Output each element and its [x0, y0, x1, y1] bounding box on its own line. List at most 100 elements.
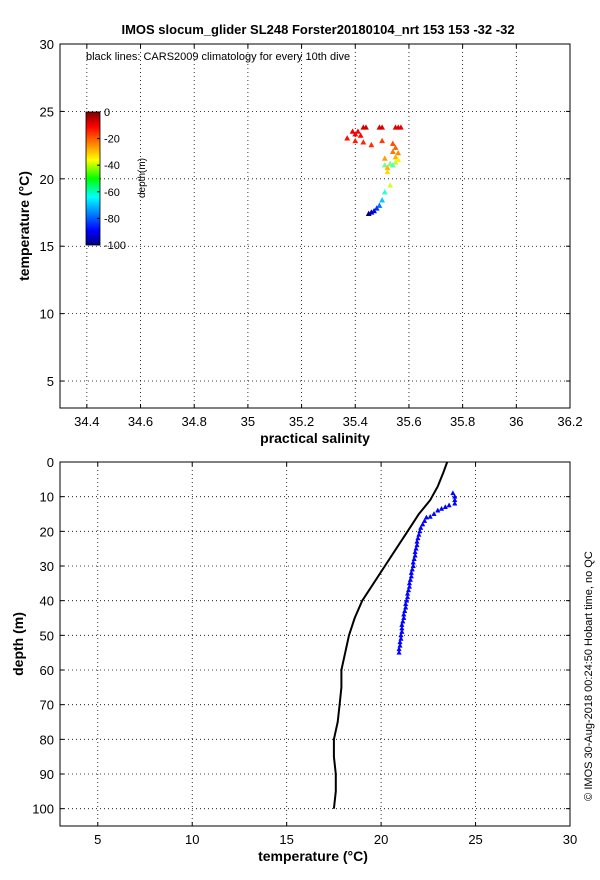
ts-x-tick-label: 35 [241, 414, 255, 429]
ts-point [360, 139, 367, 145]
ts-point [365, 210, 372, 216]
ts-point [384, 168, 391, 175]
profile-point [402, 608, 408, 614]
profile-point [414, 542, 420, 548]
profile-y-tick-label: 60 [40, 663, 54, 678]
colorbar-ticks: 0 -20 -40 -60 -80 -100 [97, 107, 126, 252]
profile-x-tick-label: 5 [94, 832, 101, 847]
profile-point [404, 594, 411, 600]
profile-y-ticks: 0 10 20 30 40 50 60 70 80 90 100 [32, 455, 570, 817]
profile-x-tick-label: 15 [279, 832, 293, 847]
colorbar-label: depth(m) [137, 158, 148, 198]
ts-point [355, 128, 361, 134]
ts-point [381, 162, 388, 168]
ts-grid [60, 43, 571, 408]
profile-y-tick-label: 40 [40, 594, 54, 609]
ts-x-tick-label: 35.2 [289, 414, 314, 429]
profile-x-ticks: 5 10 15 20 25 30 [94, 462, 577, 847]
profile-point [423, 514, 430, 520]
colorbar-tick-label: 0 [104, 107, 110, 119]
profile-y-tick-label: 70 [40, 698, 54, 713]
ts-x-tick-label: 36.2 [557, 414, 582, 429]
ts-point [371, 207, 377, 214]
ts-x-tick-label: 35.8 [450, 414, 475, 429]
ts-point [389, 140, 396, 146]
ts-point [363, 124, 369, 130]
ts-point [379, 124, 386, 130]
profile-point [452, 500, 458, 506]
ts-x-tick-label: 36 [509, 414, 523, 429]
profile-point [397, 642, 403, 648]
profile-point [399, 628, 405, 634]
ts-y-axis-label: temperature (°C) [16, 171, 32, 281]
profile-x-tick-label: 25 [468, 832, 482, 847]
profile-point [416, 531, 422, 537]
colorbar-tick-label: -40 [104, 160, 120, 172]
ts-point [352, 131, 359, 137]
profile-point [450, 490, 456, 496]
colorbar-tick-label: -100 [104, 240, 126, 252]
ts-axes-box [59, 43, 571, 409]
profile-plot: 5 10 15 20 25 30 0 10 20 30 40 50 60 70 80 90 100 tempe… [10, 455, 577, 864]
ts-y-tick-label: 5 [47, 374, 54, 389]
profile-point [398, 635, 404, 641]
profile-y-tick-label: 50 [40, 628, 54, 643]
ts-point [344, 135, 351, 141]
ts-point [349, 128, 356, 134]
profile-point [401, 615, 407, 620]
profile-y-tick-label: 20 [40, 524, 54, 539]
ts-point [395, 149, 402, 156]
footer-side-text: © IMOS 30-Aug-2018 00:24:50 Hobart time,… [583, 551, 595, 801]
ts-point [381, 155, 388, 161]
ts-point [357, 132, 364, 138]
ts-point [379, 197, 386, 203]
colorbar-gradient [85, 111, 101, 246]
ts-x-ticks: 34.4 34.6 34.8 35 35.2 35.4 35.6 35.8 36 36.2 [74, 44, 583, 429]
profile-axes-box [59, 461, 571, 827]
ts-point [387, 182, 394, 188]
profile-point [410, 563, 416, 568]
profile-x-tick-label: 20 [374, 832, 388, 847]
ts-point [389, 162, 396, 168]
profile-grid [60, 461, 571, 826]
colorbar-tick-label: -20 [104, 134, 120, 146]
profile-point [427, 513, 433, 519]
ts-point [381, 189, 388, 195]
ts-y-tick-label: 25 [40, 104, 54, 119]
ts-point [373, 205, 380, 211]
ts-point [397, 124, 404, 130]
ts-y-tick-label: 20 [40, 172, 54, 187]
profile-point [405, 587, 412, 593]
ts-x-tick-label: 35.6 [396, 414, 421, 429]
climatology-line [332, 461, 449, 809]
ts-point [392, 154, 399, 160]
ts-x-tick-label: 34.8 [182, 414, 207, 429]
ts-point [387, 160, 394, 167]
profile-point [418, 524, 424, 530]
ts-point [352, 137, 359, 144]
profile-point [420, 521, 426, 527]
ts-x-tick-label: 34.6 [128, 414, 153, 429]
ts-x-tick-label: 35.4 [343, 414, 368, 429]
profile-y-tick-label: 30 [40, 559, 54, 574]
profile-point [408, 573, 414, 579]
profile-point [411, 556, 417, 562]
ts-point [392, 144, 399, 150]
ts-point [376, 202, 383, 208]
ts-point [395, 156, 402, 163]
ts-point [368, 209, 375, 215]
profile-point [407, 576, 414, 582]
profile-point [431, 511, 437, 516]
profile-point [421, 518, 428, 523]
profile-point [409, 566, 415, 572]
ts-plot: IMOS slocum_glider SL248 Forster20180104… [16, 22, 583, 446]
ts-x-axis-label: practical salinity [260, 430, 370, 446]
climatology-note: black lines: CARS2009 climatology for ev… [86, 51, 350, 63]
profile-point [400, 618, 406, 624]
profile-point [413, 545, 419, 551]
profile-point [415, 535, 421, 541]
profile-point [435, 507, 441, 513]
profile-point [417, 528, 423, 534]
profile-x-tick-label: 10 [185, 832, 199, 847]
